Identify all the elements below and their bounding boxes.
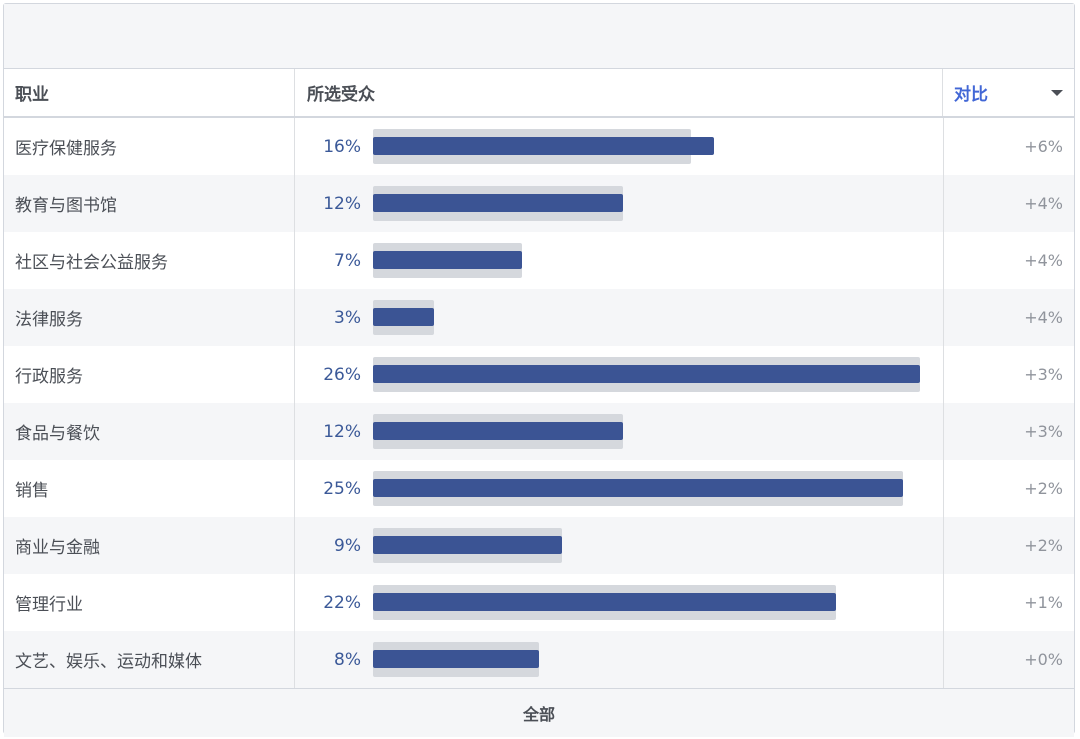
- header-selected-audience: 所选受众: [295, 69, 943, 116]
- selected-audience-cell: 12%: [295, 403, 944, 460]
- table-row: 教育与图书馆 12% +4%: [4, 175, 1074, 232]
- compare-label: 对比: [954, 85, 988, 105]
- occupation-label: 教育与图书馆: [4, 175, 295, 232]
- table-row: 商业与金融 9% +2%: [4, 517, 1074, 574]
- selected-audience-cell: 9%: [295, 517, 944, 574]
- table-row: 行政服务 26% +3%: [4, 346, 1074, 403]
- selected-bar: [373, 650, 540, 668]
- table-row: 管理行业 22% +1%: [4, 574, 1074, 631]
- selected-bar: [373, 137, 714, 155]
- table-row: 医疗保健服务 16% +6%: [4, 118, 1074, 175]
- selected-percent: 25%: [323, 478, 361, 499]
- table-row: 销售 25% +2%: [4, 460, 1074, 517]
- occupation-label: 文艺、娱乐、运动和媒体: [4, 631, 295, 688]
- selected-percent: 7%: [334, 250, 361, 271]
- table-header: 职业 所选受众 对比: [4, 69, 1074, 118]
- selected-bar: [373, 194, 624, 212]
- selected-bar: [373, 308, 434, 326]
- lift-cell: +3%: [944, 403, 1074, 460]
- table-body: 医疗保健服务 16% +6% 教育与图书馆 12% +4% 社区与社会公益服务 7%…: [4, 118, 1074, 688]
- lift-value: +0%: [1024, 650, 1063, 669]
- selected-percent: 26%: [323, 364, 361, 385]
- lift-value: +3%: [1024, 422, 1063, 441]
- selected-audience-cell: 3%: [295, 289, 944, 346]
- selected-audience-cell: 7%: [295, 232, 944, 289]
- selected-bar: [373, 479, 904, 497]
- lift-cell: +4%: [944, 232, 1074, 289]
- selected-percent: 12%: [323, 193, 361, 214]
- occupation-label: 食品与餐饮: [4, 403, 295, 460]
- lift-value: +4%: [1024, 251, 1063, 270]
- selected-bar: [373, 593, 836, 611]
- lift-value: +6%: [1024, 137, 1063, 156]
- selected-percent: 3%: [334, 307, 361, 328]
- lift-cell: +3%: [944, 346, 1074, 403]
- lift-cell: +6%: [944, 118, 1074, 175]
- selected-audience-cell: 12%: [295, 175, 944, 232]
- occupation-label: 行政服务: [4, 346, 295, 403]
- show-all-button[interactable]: 全部: [4, 688, 1074, 737]
- lift-cell: +4%: [944, 289, 1074, 346]
- table-row: 法律服务 3% +4%: [4, 289, 1074, 346]
- selected-percent: 12%: [323, 421, 361, 442]
- occupation-label: 商业与金融: [4, 517, 295, 574]
- lift-cell: +4%: [944, 175, 1074, 232]
- lift-value: +3%: [1024, 365, 1063, 384]
- selected-audience-cell: 8%: [295, 631, 944, 688]
- selected-bar: [373, 365, 920, 383]
- selected-percent: 22%: [323, 592, 361, 613]
- occupation-label: 医疗保健服务: [4, 118, 295, 175]
- table-row: 文艺、娱乐、运动和媒体 8% +0%: [4, 631, 1074, 688]
- caret-down-icon: [1051, 89, 1063, 96]
- lift-value: +1%: [1024, 593, 1063, 612]
- selected-bar: [373, 536, 563, 554]
- lift-value: +4%: [1024, 194, 1063, 213]
- lift-value: +2%: [1024, 536, 1063, 555]
- selected-percent: 8%: [334, 649, 361, 670]
- selected-audience-cell: 25%: [295, 460, 944, 517]
- table-row: 食品与餐饮 12% +3%: [4, 403, 1074, 460]
- occupation-label: 法律服务: [4, 289, 295, 346]
- selected-percent: 9%: [334, 535, 361, 556]
- occupation-panel: 职业 所选受众 对比 医疗保健服务 16% +6% 教育与图书馆 12% +4% 社…: [3, 3, 1075, 737]
- lift-cell: +1%: [944, 574, 1074, 631]
- selected-audience-cell: 26%: [295, 346, 944, 403]
- panel-top-bar: [4, 4, 1074, 69]
- lift-value: +4%: [1024, 308, 1063, 327]
- occupation-label: 销售: [4, 460, 295, 517]
- occupation-label: 社区与社会公益服务: [4, 232, 295, 289]
- occupation-label: 管理行业: [4, 574, 295, 631]
- selected-bar: [373, 251, 523, 269]
- selected-audience-cell: 16%: [295, 118, 944, 175]
- selected-percent: 16%: [323, 136, 361, 157]
- lift-cell: +2%: [944, 517, 1074, 574]
- compare-dropdown[interactable]: 对比: [943, 69, 1074, 116]
- lift-cell: +2%: [944, 460, 1074, 517]
- table-row: 社区与社会公益服务 7% +4%: [4, 232, 1074, 289]
- selected-bar: [373, 422, 624, 440]
- lift-cell: +0%: [944, 631, 1074, 688]
- selected-audience-cell: 22%: [295, 574, 944, 631]
- lift-value: +2%: [1024, 479, 1063, 498]
- header-occupation: 职业: [4, 69, 295, 116]
